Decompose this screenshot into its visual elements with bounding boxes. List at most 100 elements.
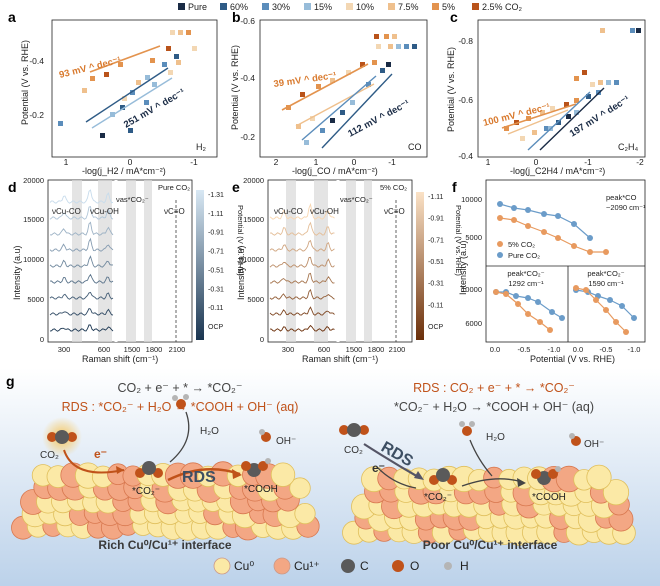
colorbar-tick: -0.11 <box>208 305 224 312</box>
panel-c-xtick: 1 <box>486 157 491 167</box>
panel-f-series <box>493 201 637 335</box>
pure-co2b-series-point <box>619 303 625 309</box>
panel-b-xlabel: -log(j_CO / mA*cm⁻²) <box>292 166 378 176</box>
right-water-label: H₂O <box>486 432 505 443</box>
panel-d-xtick: 300 <box>58 345 71 354</box>
oxygen-atom <box>47 432 57 442</box>
panel-a-xtick: -1 <box>190 157 198 167</box>
panel-b-frame <box>259 19 428 158</box>
raman-spectrum <box>269 288 335 300</box>
panel-f-letter: f <box>452 179 457 195</box>
colorbar-tick: OCP <box>428 324 444 331</box>
fivepct-co2b-series-point <box>573 285 579 291</box>
tafel-marker <box>386 62 391 67</box>
oxygen-atom <box>548 469 558 479</box>
panel-e-xtick: 600 <box>318 345 331 354</box>
panel-c-ylabel: Potential (V vs. RHE) <box>446 47 456 132</box>
fivepct-co-series-point <box>511 217 517 223</box>
legend-label: 15% <box>314 2 332 12</box>
tafel-marker <box>150 58 155 63</box>
right-rds-arrowhead <box>414 471 424 480</box>
pure-co2a-series-point <box>549 309 555 315</box>
oxygen-atom <box>531 469 541 479</box>
legend-swatch <box>178 3 185 10</box>
left-catalyst-slab <box>11 461 320 541</box>
panel-d-peak-cuoh: νCu-OH <box>90 207 119 216</box>
raman-spectrum <box>269 256 335 268</box>
panel-e-gas: 5% CO₂ <box>380 183 407 192</box>
panel-f-ytick: 5000 <box>465 233 482 242</box>
panel-e-xtick: 2100 <box>389 345 406 354</box>
panel-c-xtick: -2 <box>636 157 644 167</box>
panel-c-ytick: -0.6 <box>458 95 473 105</box>
colorbar-tick: -0.71 <box>428 237 444 244</box>
panel-d-ytick: 5000 <box>27 295 44 304</box>
oxygen-atom <box>462 426 472 436</box>
panel-f-xtick2: -0.5 <box>600 345 613 354</box>
fivepct-co2b-series-point <box>613 319 619 325</box>
atom-legend-marker <box>213 557 231 575</box>
tafel-marker <box>366 82 371 87</box>
right-co2-label: CO₂ <box>344 445 363 456</box>
panel-b-xtick: 1 <box>314 157 319 167</box>
left-hydroxide <box>259 429 271 442</box>
tafel-marker <box>304 140 309 145</box>
colorbar-tick: -0.91 <box>428 216 444 223</box>
panel-b-xtick: -1 <box>388 157 396 167</box>
hydrogen-atom <box>469 421 475 427</box>
panel-e-ytick: 0 <box>260 335 264 344</box>
panel-d-peak-co2: νas*CO₂⁻ <box>116 195 149 204</box>
panel-c-ytick: -0.4 <box>458 151 473 161</box>
pure-co-series-point <box>511 205 517 211</box>
panel-a-xlabel: -log(j_H2 / mA*cm⁻²) <box>82 166 166 176</box>
hydrogen-atom <box>183 394 189 400</box>
panel-f-ytick: 10000 <box>461 195 482 204</box>
tafel-marker <box>136 80 141 85</box>
panel-d-ytick: 15000 <box>23 215 44 224</box>
panel-e: e Intensity (a.u) Raman shift (cm⁻¹) 200… <box>232 176 463 364</box>
tafel-marker <box>330 118 335 123</box>
panel-e-peak-cuco: νCu-CO <box>274 207 303 216</box>
raman-spectrum <box>49 255 114 268</box>
panel-e-ytick: 5000 <box>247 295 264 304</box>
panel-f-peak-co-title: peak*CO <box>606 193 637 202</box>
tafel-marker <box>58 121 63 126</box>
panel-a-ytick: -0.4 <box>29 56 44 66</box>
tafel-marker <box>145 75 150 80</box>
left-co2-molecule <box>47 430 77 444</box>
panel-e-peak-co2: νas*CO₂⁻ <box>340 195 373 204</box>
panel-e-frame <box>267 179 413 343</box>
panel-e-band <box>286 180 296 342</box>
panel-e-peak-co: νC≡O <box>384 207 405 216</box>
carbon-atom <box>55 430 69 444</box>
panel-f-xtick2: 0.0 <box>573 345 583 354</box>
panel-d-peak-co: νC≡O <box>164 207 185 216</box>
panel-f-frame <box>485 179 646 343</box>
panel-a-ytick: -0.2 <box>29 110 44 120</box>
panel-c-fit-orange <box>501 103 577 129</box>
tafel-marker <box>380 68 385 73</box>
tafel-marker <box>340 110 345 115</box>
left-cooh-label: *COOH <box>244 484 278 495</box>
left-water-molecule <box>172 394 189 409</box>
right-step-arrowhead <box>517 478 526 487</box>
panel-f-xtick: -1.0 <box>548 345 561 354</box>
cu0-atom <box>294 502 316 525</box>
panel-e-xlabel: Raman shift (cm⁻¹) <box>302 354 378 364</box>
tafel-marker <box>128 128 133 133</box>
cu0-atom <box>602 479 630 506</box>
tafel-marker <box>396 44 401 49</box>
panel-d-band <box>98 180 112 342</box>
tafel-marker <box>388 44 393 49</box>
fivepct-co2b-series-point <box>593 297 599 303</box>
panel-d: d Intensity (a.u) Raman shift (cm⁻¹) 200… <box>8 176 245 364</box>
tafel-marker <box>614 80 619 85</box>
panel-f-peak-co2a-value: 1292 cm⁻¹ <box>508 279 544 288</box>
left-caption: Rich Cu⁰/Cu¹⁺ interface <box>98 538 231 552</box>
pure-co2b-series-point <box>631 315 637 321</box>
cu0-atom <box>270 462 296 487</box>
tafel-marker <box>166 46 171 51</box>
panel-e-band <box>346 180 356 342</box>
oxygen-atom <box>359 425 369 435</box>
